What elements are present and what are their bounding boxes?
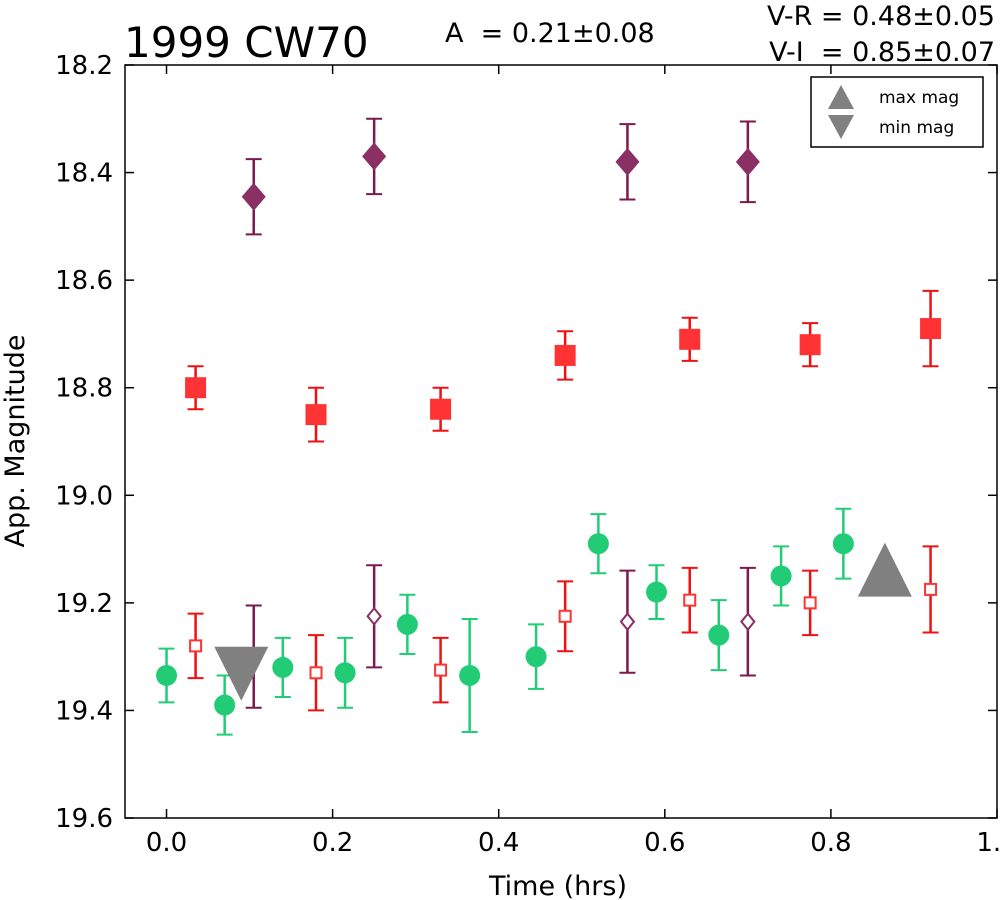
x-axis-label: Time (hrs)	[488, 871, 627, 900]
data-point-i-shifted	[366, 606, 382, 626]
series-v	[156, 507, 854, 736]
chart-axes: 0.0 0.2 0.4 0.6 0.8 1.0 18.2 18.4 18.6 18.8 19.0 19…	[55, 51, 1000, 858]
data-point-v	[334, 662, 356, 684]
data-point-v	[587, 533, 609, 555]
legend-item: min mag	[828, 115, 954, 139]
y-tick-label: 18.6	[55, 266, 113, 296]
data-point-min-mag	[214, 646, 269, 701]
data-point-v	[646, 581, 668, 603]
y-tick-label: 19.0	[55, 481, 113, 511]
y-tick-label: 19.2	[55, 589, 113, 619]
plot-frame	[124, 64, 998, 819]
data-point-r	[554, 344, 576, 366]
x-tick-label: 0.8	[810, 828, 851, 858]
data-point-max-mag	[857, 542, 912, 597]
legend-min-mag-icon	[828, 115, 854, 139]
legend: max mag min mag	[810, 76, 984, 148]
data-point-r-shifted	[189, 639, 203, 653]
data-point-r-shifted	[558, 609, 572, 623]
data-point-r-shifted	[434, 663, 448, 677]
x-tick-label: 0.2	[312, 828, 353, 858]
x-tick-label: 1.0	[976, 828, 1000, 858]
series-i-shifted	[245, 564, 756, 709]
data-point-v	[396, 613, 418, 635]
data-point-r-shifted	[309, 666, 323, 680]
data-point-r	[920, 318, 942, 340]
legend-label: max mag	[879, 88, 959, 108]
data-point-r-shifted	[803, 596, 817, 610]
data-point-v	[214, 694, 236, 716]
data-point-r-shifted	[924, 582, 938, 596]
series-max-mag	[857, 542, 912, 597]
data-point-r	[430, 398, 452, 420]
data-point-i	[241, 182, 266, 211]
data-point-i	[362, 142, 387, 171]
series-min-mag	[214, 646, 269, 701]
amplitude-annotation: A = 0.21±0.08	[445, 18, 655, 49]
data-point-v	[156, 664, 178, 686]
v-i-annotation: V-I = 0.85±0.07	[769, 37, 995, 68]
y-tick-label: 18.4	[55, 159, 113, 189]
data-point-i-shifted	[619, 612, 636, 632]
legend-max-mag-icon	[828, 85, 854, 109]
series-i	[241, 117, 760, 236]
y-axis-label: App. Magnitude	[0, 335, 31, 548]
data-point-i-shifted	[740, 612, 756, 632]
data-point-v	[272, 656, 294, 678]
data-point-i	[735, 147, 760, 176]
data-point-r	[679, 328, 701, 350]
x-tick-label: 0.0	[146, 828, 187, 858]
data-point-r	[185, 377, 207, 399]
y-tick-label: 18.8	[55, 374, 113, 404]
data-point-r	[799, 334, 821, 356]
series-r	[185, 289, 942, 443]
v-r-annotation: V-R = 0.48±0.05	[767, 1, 995, 32]
y-tick-label: 19.6	[55, 804, 113, 834]
data-point-r	[305, 404, 327, 426]
data-point-r-shifted	[683, 593, 697, 607]
data-point-v	[459, 664, 481, 686]
y-tick-label: 19.4	[55, 696, 113, 726]
legend-label: min mag	[879, 118, 954, 138]
data-point-v	[525, 646, 547, 668]
x-tick-label: 0.6	[644, 828, 685, 858]
x-tick-label: 0.4	[478, 828, 519, 858]
chart-title: 1999 CW70	[124, 18, 369, 67]
chart-marks	[156, 117, 942, 736]
series-r-shifted	[187, 545, 939, 712]
legend-items: max mag min mag	[828, 85, 959, 139]
data-point-v	[770, 565, 792, 587]
data-point-v	[708, 624, 730, 646]
legend-item: max mag	[828, 85, 959, 109]
data-point-v	[832, 533, 854, 555]
y-tick-label: 18.2	[55, 51, 113, 81]
data-point-i	[615, 147, 640, 176]
